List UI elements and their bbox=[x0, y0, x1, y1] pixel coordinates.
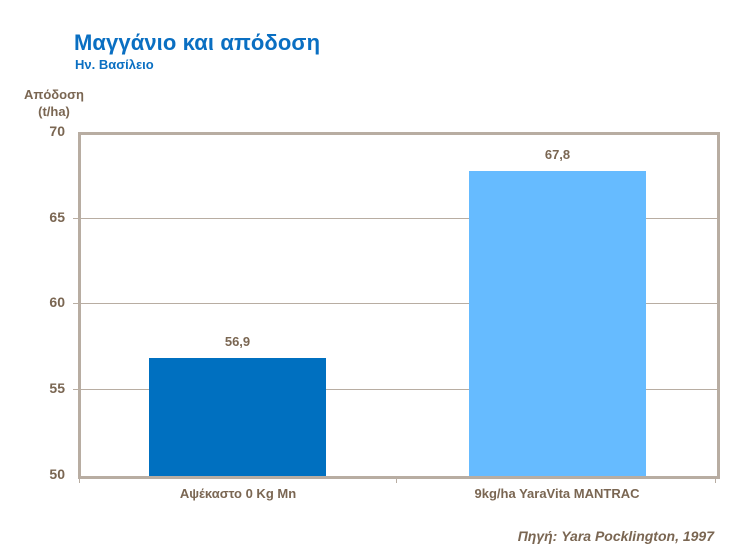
y-tick-label-65: 65 bbox=[49, 209, 65, 225]
y-tick-55 bbox=[73, 389, 78, 390]
x-category-label-mantrac: 9kg/ha YaraVita MANTRAC bbox=[474, 486, 640, 501]
y-tick-60 bbox=[73, 303, 78, 304]
y-tick-label-60: 60 bbox=[49, 294, 65, 310]
x-category-label-unsprayed: Αψέκαστο 0 Kg Mn bbox=[179, 486, 297, 501]
x-tick-right bbox=[715, 478, 716, 483]
bar-unsprayed bbox=[149, 358, 326, 476]
y-tick-label-70: 70 bbox=[49, 123, 65, 139]
chart-title: Μαγγάνιο και απόδοση bbox=[74, 30, 321, 55]
bar-value-label-mantrac: 67,8 bbox=[544, 147, 571, 162]
y-tick-label-50: 50 bbox=[49, 466, 65, 482]
bar-value-label-unsprayed: 56,9 bbox=[224, 334, 251, 349]
y-tick-65 bbox=[73, 218, 78, 219]
gridline-60 bbox=[81, 303, 717, 304]
plot-area bbox=[73, 132, 720, 479]
x-tick-middle bbox=[396, 478, 397, 483]
chart-subtitle: Ην. Βασίλειο bbox=[75, 57, 154, 72]
y-axis-label-line1: Απόδοση bbox=[24, 87, 84, 102]
gridline-65 bbox=[81, 218, 717, 219]
source-note: Πηγή: Yara Pocklington, 1997 bbox=[517, 528, 714, 544]
y-axis-label-line2: (t/ha) bbox=[38, 104, 70, 119]
y-axis-label: Απόδοση (t/ha) bbox=[8, 86, 100, 120]
gridline-55 bbox=[81, 389, 717, 390]
x-tick-left bbox=[79, 478, 80, 483]
y-tick-label-55: 55 bbox=[49, 380, 65, 396]
bar-mantrac bbox=[469, 171, 646, 476]
